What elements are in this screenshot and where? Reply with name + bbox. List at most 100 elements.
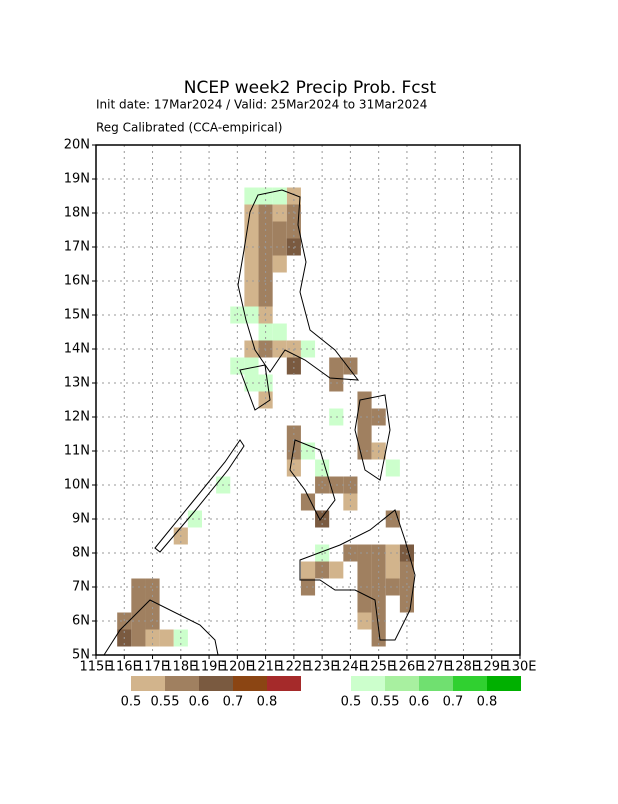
y-tick-label: 12N [64,410,90,425]
dry-cell [357,578,372,596]
dry-cell [357,391,372,409]
y-tick-label: 5N [72,648,90,663]
legend-swatch [419,676,453,691]
y-tick-label: 7N [72,580,90,595]
legend-label: 0.5 [121,695,142,710]
dry-cell [244,204,259,222]
dry-cell [145,595,160,613]
dry-cell [357,408,372,426]
x-tick-label: 122E [277,660,310,675]
legend-swatch [487,676,521,691]
x-tick-label: 121E [249,660,282,675]
y-tick-label: 6N [72,614,90,629]
legend-swatch [131,676,165,691]
dry-cell [315,561,330,579]
y-tick-label: 17N [64,240,90,255]
legend-swatch [453,676,487,691]
y-tick-label: 19N [64,172,90,187]
legend-label: 0.6 [409,695,430,710]
coast-panay-negros [289,439,336,521]
x-tick-label: 120E [221,660,254,675]
dry-cell [244,289,259,307]
y-tick-label: 11N [64,444,90,459]
coast-luzon [237,189,360,381]
legend-label: 0.7 [223,695,244,710]
map-title: NCEP week2 Precip Prob. Fcst [184,78,437,98]
wet-cell [272,187,287,205]
y-tick-label: 18N [64,206,90,221]
coast-samar-leyte [354,394,391,481]
dry-cell [272,255,287,273]
dry-cell [371,595,386,613]
x-tick-label: 125E [362,660,395,675]
dry-cell [371,561,386,579]
coast-mindoro [239,364,271,411]
legend-swatch [385,676,419,691]
wet-cell [244,306,259,324]
dry-cell [357,595,372,613]
x-tick-label: 119E [193,660,226,675]
x-tick-label: 128E [447,660,480,675]
x-tick-label: 124E [334,660,367,675]
legend-label: 0.8 [257,695,278,710]
subtitle: Init date: 17Mar2024 / Valid: 25Mar2024 … [96,98,427,112]
x-tick-label: 116E [108,660,141,675]
dry-cell [272,340,287,358]
dry-cell [399,578,414,596]
legend-label: 0.7 [443,695,464,710]
legend-swatch [351,676,385,691]
dry-cell [357,612,372,630]
wet-cell [272,323,287,341]
dry-cell [131,629,146,647]
dry-cell [258,289,273,307]
dry-cell [244,238,259,256]
y-tick-label: 16N [64,274,90,289]
dry-cell [357,561,372,579]
dry-cell [244,255,259,273]
map-frame [95,144,521,656]
legend-label: 0.55 [371,695,400,710]
x-tick-label: 115E [79,660,112,675]
y-tick-label: 8N [72,546,90,561]
legend: 0.5 0.55 0.6 0.7 0.8 0.5 0.55 0.6 0.7 0.8 [121,676,521,710]
dry-cell [343,357,358,375]
legend-swatch [165,676,199,691]
dry-cell [272,238,287,256]
wet-cell [385,459,400,477]
coastline [103,189,416,656]
x-tick-label: 117E [136,660,169,675]
dry-cell [286,357,301,375]
dry-cell [286,187,301,205]
legend-label: 0.6 [189,695,210,710]
dry-cell [357,442,372,460]
dry-cell [159,629,174,647]
dry-cell [385,544,400,562]
dry-cell [131,595,146,613]
dry-cell [244,340,259,358]
dry-cell [258,255,273,273]
legend-swatch [267,676,301,691]
dry-cell [343,476,358,494]
dry-cell [385,561,400,579]
dry-cell [286,459,301,477]
dry-cell [357,425,372,443]
cell-layer [117,187,414,647]
dry-cell [272,221,287,239]
dry-cell [315,476,330,494]
x-tick-label: 129E [475,660,508,675]
dry-cell [385,578,400,596]
wet-cell [244,374,259,392]
dry-cell [329,561,344,579]
x-tick-label: 130E [503,660,536,675]
dry-cell [244,272,259,290]
dry-cell [357,544,372,562]
method-note: Reg Calibrated (CCA-empirical) [96,121,282,135]
wet-cell [230,357,245,375]
y-tick-label: 9N [72,512,90,527]
dry-cell [343,493,358,511]
coast-mindanao [299,509,416,641]
dry-cell [300,493,316,511]
